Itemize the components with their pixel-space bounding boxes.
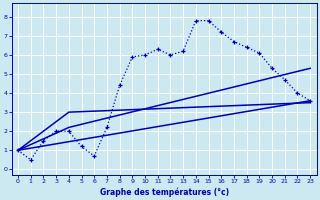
X-axis label: Graphe des températures (°c): Graphe des températures (°c) bbox=[100, 187, 229, 197]
